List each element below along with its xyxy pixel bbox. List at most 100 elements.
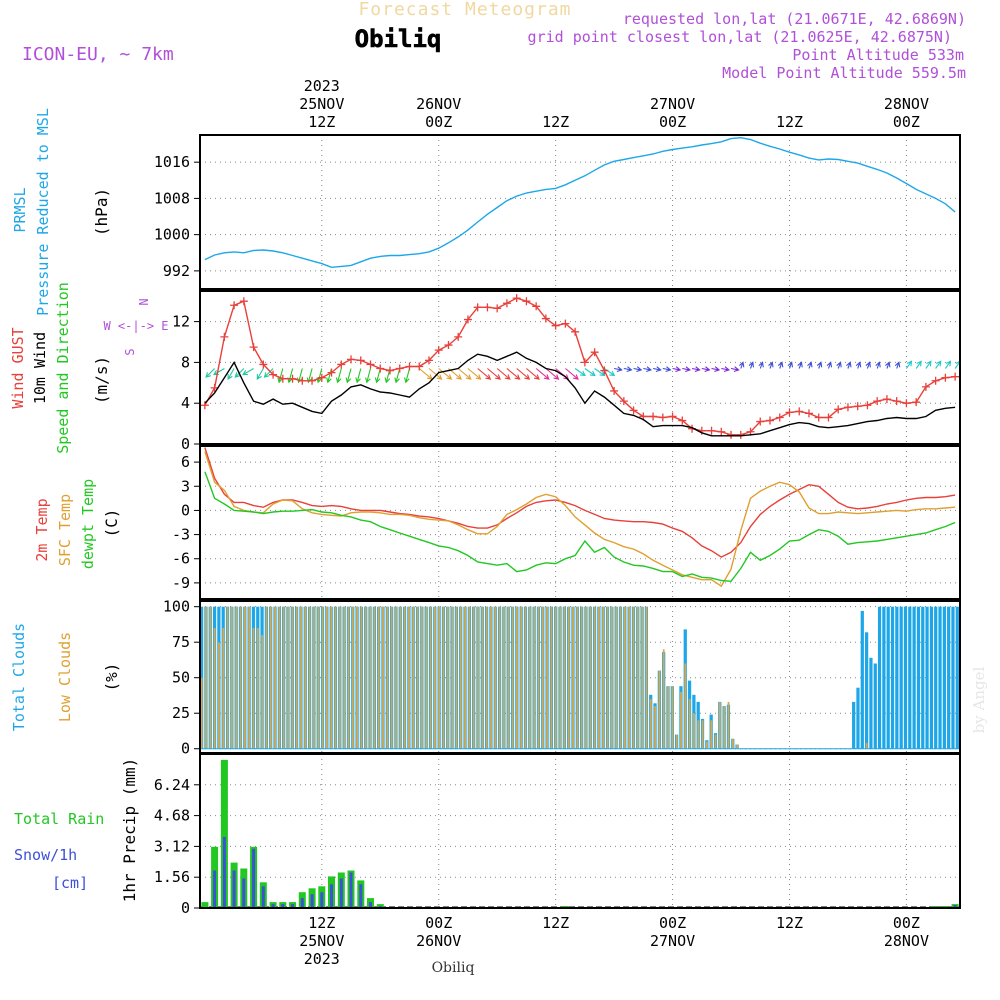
clouds-label-low: Low Clouds <box>56 632 74 722</box>
low-cloud-bar <box>576 606 579 749</box>
low-cloud-bar <box>559 606 561 749</box>
wind-direction-arrow <box>894 361 901 369</box>
low-cloud-bar <box>667 686 669 749</box>
gust-marker <box>541 314 550 323</box>
low-cloud-bar <box>658 670 661 749</box>
total-cloud-bar <box>869 657 873 749</box>
snow-bar <box>291 904 295 908</box>
time-axis-label: 00Z <box>425 914 452 932</box>
gust-marker <box>619 397 628 406</box>
gust-marker <box>775 413 784 422</box>
low-cloud-bar <box>356 606 359 749</box>
low-cloud-bar <box>611 606 613 749</box>
low-cloud-bar <box>615 606 618 749</box>
snow-bar <box>300 898 304 908</box>
low-cloud-bar <box>213 628 216 749</box>
low-cloud-bar <box>736 744 739 749</box>
gust-marker <box>454 332 463 341</box>
low-cloud-bar <box>351 606 354 749</box>
wind-direction-arrow <box>721 366 731 373</box>
gust-marker <box>804 409 813 418</box>
wind-direction-arrow <box>212 368 225 376</box>
temp-label-sfc: SFC Temp <box>56 494 74 566</box>
total-cloud-bar <box>895 606 899 749</box>
low-cloud-bar <box>477 606 479 749</box>
y-tick-label: 75 <box>172 633 190 651</box>
gust-marker <box>347 355 356 364</box>
wind-direction-arrows <box>205 360 961 384</box>
time-axis-label: 00Z <box>659 914 686 932</box>
low-cloud-bar <box>209 606 212 749</box>
temperature-grid <box>200 446 960 599</box>
time-axis-label: 12Z <box>542 914 569 932</box>
snow-bar <box>242 878 246 908</box>
wind-direction-arrow <box>633 366 643 373</box>
low-cloud-bar <box>455 606 458 749</box>
clouds-y-ticks: 0 25 50 75 100 <box>163 598 200 758</box>
low-cloud-bar <box>572 606 574 749</box>
y-tick-label: 12 <box>172 313 190 331</box>
low-cloud-bar <box>507 606 510 749</box>
wind-y-title: (m/s) <box>92 356 111 404</box>
low-cloud-bar <box>684 663 687 749</box>
low-cloud-bar <box>386 606 389 749</box>
total-cloud-bar <box>860 610 864 749</box>
low-cloud-bar <box>399 606 402 749</box>
compass-south: S <box>123 348 137 355</box>
wind-direction-arrow <box>306 368 313 384</box>
low-cloud-bar <box>295 606 298 749</box>
gust-marker <box>298 376 307 385</box>
wind-direction-arrow <box>816 361 823 369</box>
wind-direction-arrow <box>623 366 633 373</box>
gust-marker <box>376 364 385 373</box>
snow-bar <box>339 878 343 908</box>
low-cloud-bar <box>317 606 320 749</box>
low-cloud-bar <box>373 606 376 749</box>
low-cloud-bar <box>649 699 652 749</box>
wind-direction-arrow <box>545 368 560 380</box>
temperature-frame <box>199 445 961 600</box>
gust-marker <box>532 302 541 311</box>
low-cloud-bar <box>239 606 242 749</box>
wind-direction-arrow <box>227 368 235 380</box>
wind-direction-arrow <box>326 368 333 384</box>
gust-marker <box>766 416 774 425</box>
forecast-title: Forecast Meteogram <box>358 0 571 20</box>
wind-direction-arrow <box>584 368 596 377</box>
gust-marker <box>473 303 482 312</box>
gust-marker <box>649 412 658 421</box>
requested-coords: requested lon,lat (21.0671E, 42.6869N) <box>623 10 966 28</box>
gust-marker <box>756 417 765 426</box>
time-axis-label: 28NOV <box>884 95 929 113</box>
low-cloud-bar <box>619 606 622 749</box>
snow-bar <box>369 902 372 908</box>
wind-y-ticks: 0 4 8 12 <box>172 313 200 453</box>
pressure-series <box>204 136 956 269</box>
y-tick-label: 0 <box>181 501 190 519</box>
wind-direction-arrow <box>614 366 623 373</box>
pressure-grid <box>200 135 960 289</box>
low-cloud-bar <box>360 606 363 749</box>
low-cloud-bar <box>421 606 423 749</box>
low-cloud-bar <box>498 606 501 749</box>
time-axis-label: 12Z <box>542 113 569 131</box>
low-cloud-bar <box>274 606 276 749</box>
low-cloud-bar <box>403 606 406 749</box>
y-tick-label: 6 <box>181 453 190 471</box>
wind-direction-arrow <box>925 360 932 369</box>
y-tick-label: 6.24 <box>154 776 190 794</box>
total-cloud-bar <box>865 632 869 749</box>
gust-marker <box>600 366 609 375</box>
low-cloud-bar <box>261 635 264 749</box>
low-cloud-bar <box>343 606 346 749</box>
gust-marker <box>736 430 745 439</box>
wind-direction-arrow <box>487 368 501 380</box>
low-cloud-bar <box>243 606 246 749</box>
low-cloud-bar <box>269 606 272 749</box>
low-cloud-bar <box>412 606 415 749</box>
gust-marker <box>249 343 258 352</box>
gust-marker <box>337 360 346 369</box>
compass-we: W <-|-> E <box>103 319 168 333</box>
low-cloud-bar <box>369 606 371 749</box>
